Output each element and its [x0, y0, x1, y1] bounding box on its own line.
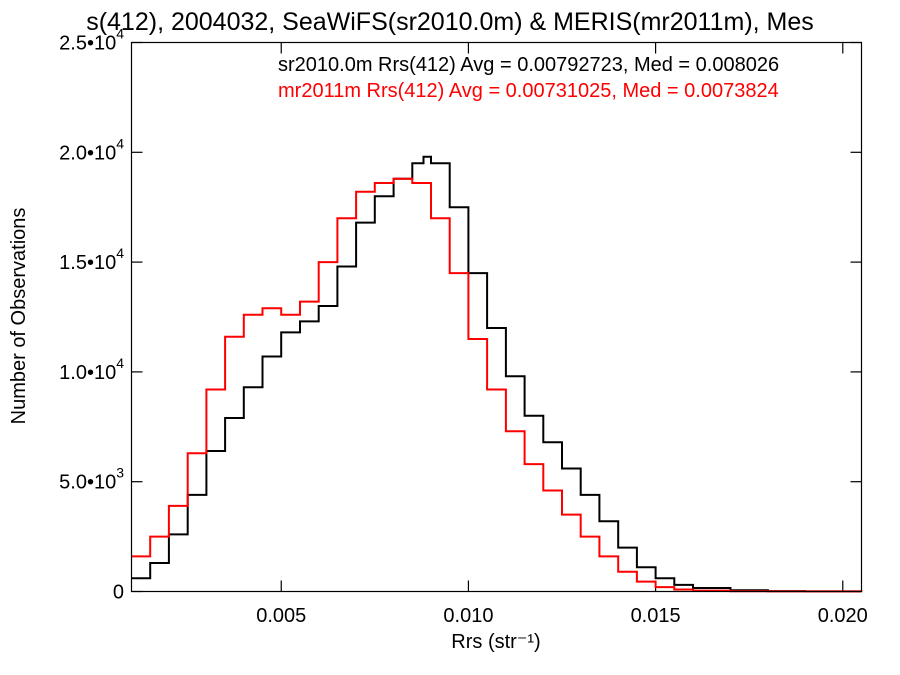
series-line-2 [131, 177, 863, 593]
legend-stats-series-2: mr2011m Rrs(412) Avg = 0.00731025, Med =… [278, 80, 779, 102]
x-axis-label: Rrs (str⁻¹) [451, 631, 540, 653]
chart-title: s(412), 2004032, SeaWiFS(sr2010.0m) & ME… [86, 8, 814, 36]
y-tick-label: 1.5•104 [59, 245, 124, 274]
y-axis-label: Number of Observations [8, 208, 30, 425]
plot-frame [130, 41, 863, 593]
y-tick-label: 5.0•103 [59, 465, 124, 494]
legend-stats-series-1: sr2010.0m Rrs(412) Avg = 0.00792723, Med… [278, 54, 779, 76]
x-axis-ticks: 0.005 0.010 0.015 0.020 [256, 42, 868, 627]
y-tick-label: 2.0•104 [59, 135, 124, 164]
x-tick-label: 0.010 [443, 605, 493, 627]
x-tick-label: 0.005 [256, 605, 306, 627]
series-lines [131, 155, 863, 593]
y-tick-label: 0 [113, 582, 124, 604]
x-tick-label: 0.015 [631, 605, 681, 627]
y-tick-label: 1.0•104 [59, 355, 124, 384]
x-tick-label: 0.020 [818, 605, 868, 627]
series-line-1 [131, 155, 863, 593]
